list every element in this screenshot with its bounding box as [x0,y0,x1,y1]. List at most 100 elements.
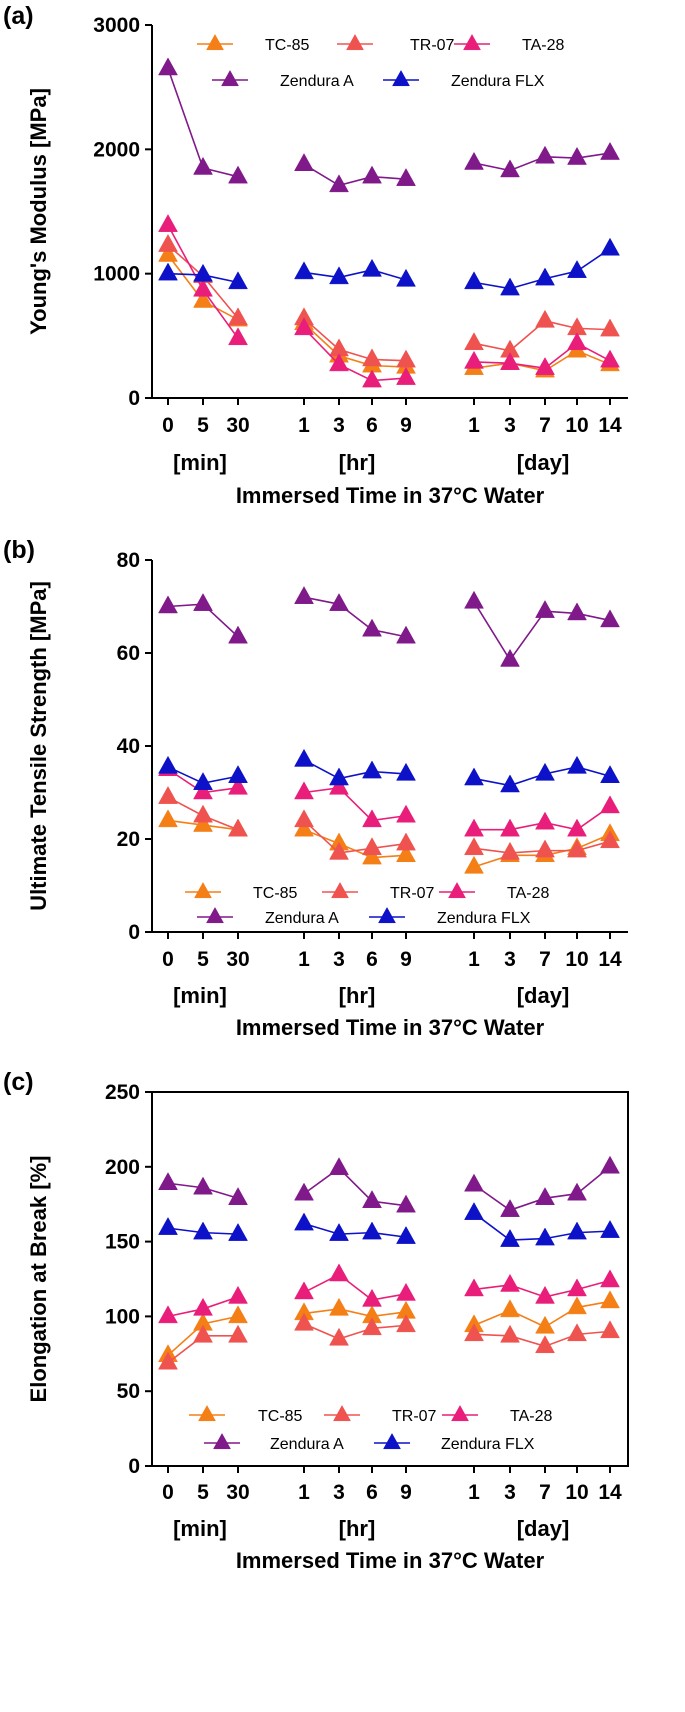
data-point [500,1228,520,1247]
data-point [600,141,620,160]
x-group-label: [day] [517,983,570,1008]
data-point [600,830,620,849]
series-line [303,1323,407,1340]
x-tick-label: 14 [598,414,622,437]
y-tick-label: 150 [105,1231,140,1254]
x-tick-label: 3 [504,948,516,971]
legend-label: Zendura A [280,73,354,90]
data-point [464,837,484,856]
legend-label: TA-28 [522,37,564,54]
x-tick-label: 6 [366,414,378,437]
data-point [362,1221,382,1240]
data-point [535,839,555,858]
data-point [362,809,382,828]
plot-frame [151,1091,629,1467]
legend-marker [333,1404,351,1422]
data-point [228,765,248,783]
legend: TC-85 TR-07 TA-28 Zendura A Zendura FLX [189,1404,552,1453]
x-tick-label: 14 [598,948,622,971]
data-point [193,781,213,800]
data-point [500,1324,520,1343]
x-group-label: [min] [173,983,227,1008]
x-group-label: [hr] [339,1516,376,1541]
legend-marker [448,881,466,899]
series-tr-07 [158,786,620,860]
x-axis-title: Immersed Time in 37°C Water [236,1548,545,1573]
legend-marker [221,69,239,87]
x-group-label: [min] [173,1516,227,1541]
x-group-label: [min] [173,450,227,475]
x-tick-label: 6 [366,948,378,971]
x-tick-label: 3 [333,414,345,437]
data-point [500,277,520,296]
legend-label: TR-07 [410,37,455,54]
data-point [396,268,416,287]
series-ta-28 [158,1263,620,1324]
data-point [158,214,178,232]
legend-label: TC-85 [253,885,298,902]
x-tick-label: 3 [333,1481,345,1504]
data-point [396,832,416,851]
x-tick-label: 1 [468,948,480,971]
data-point [464,1173,484,1192]
legend-marker [383,1432,401,1450]
data-point [500,818,520,837]
data-point [567,260,587,278]
data-point [228,327,248,346]
data-point [600,609,620,628]
panel-letter: (c) [3,1068,34,1096]
data-point [500,159,520,178]
series-tr-07 [158,1312,620,1370]
data-point [193,593,213,611]
legend-marker [463,33,481,51]
data-point [396,1225,416,1244]
x-tick-label: 3 [504,1481,516,1504]
x-group-label: [day] [517,1516,570,1541]
x-tick-label: 3 [504,414,516,437]
data-point [329,767,349,786]
y-tick-label: 20 [117,828,140,851]
legend-marker [378,906,396,924]
data-point [535,762,555,781]
data-point [600,237,620,256]
data-point [464,855,484,874]
data-point [294,586,314,604]
x-tick-label: 0 [162,948,174,971]
x-tick-label: 1 [468,414,480,437]
series-tc-85 [158,243,620,378]
x-tick-label: 7 [539,414,551,437]
legend-label: Zendura FLX [441,1436,535,1453]
data-point [362,1190,382,1208]
data-point [535,309,555,328]
data-point [193,804,213,823]
data-point [362,369,382,388]
series-line [303,1167,407,1207]
x-group-label: [hr] [339,983,376,1008]
y-axis-title: Young's Modulus [MPa] [26,88,51,335]
legend: TC-85 TR-07 TA-28 Zendura A Zendura FLX [185,881,549,927]
data-point [500,352,520,370]
data-point [600,349,620,368]
x-axis-title: Immersed Time in 37°C Water [236,483,545,508]
y-axis-title: Ultimate Tensile Strength [MPa] [26,581,51,911]
data-point [329,841,349,860]
data-point [329,1223,349,1241]
data-point [464,818,484,837]
x-tick-label: 30 [226,948,249,971]
data-point [193,1324,213,1343]
data-point [294,317,314,336]
data-point [567,332,587,351]
data-point [158,595,178,614]
data-point [500,648,520,667]
data-point [567,1182,587,1201]
y-tick-label: 40 [117,735,140,758]
x-tick-label: 5 [197,414,209,437]
data-point [464,590,484,609]
data-point [500,1299,520,1318]
series-line [303,787,407,822]
data-point [464,1278,484,1297]
series-zendura-flx [158,748,620,793]
legend-label: Zendura FLX [437,910,531,927]
legend-marker [206,906,224,924]
data-point [228,776,248,795]
